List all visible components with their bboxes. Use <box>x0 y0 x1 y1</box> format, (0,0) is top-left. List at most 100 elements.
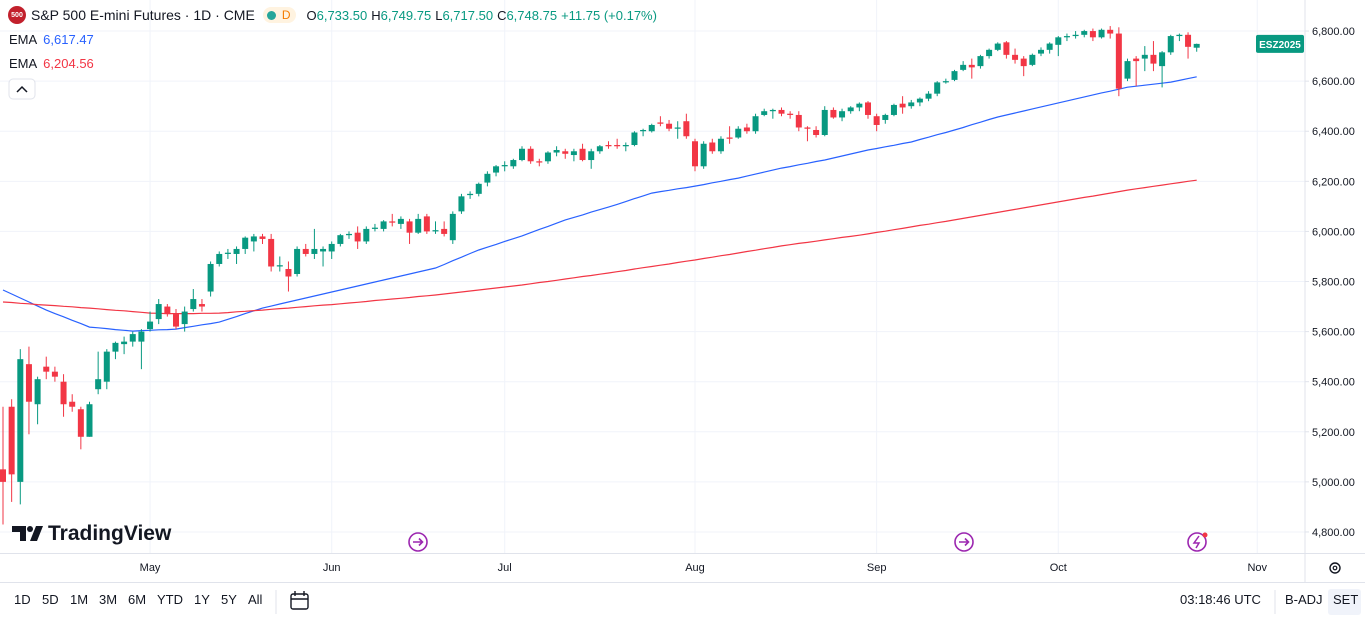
candle-body <box>155 304 162 320</box>
candle-body <box>1185 34 1192 47</box>
candle-body <box>666 123 673 129</box>
candle-body <box>752 116 759 132</box>
candle-body <box>648 124 655 132</box>
ohlc-readout: O6,733.50 H6,749.75 L6,717.50 C6,748.75 <box>306 7 561 23</box>
candle-body <box>147 321 154 330</box>
candle-body <box>934 82 941 94</box>
candle-body <box>882 114 889 120</box>
candle-body <box>1124 61 1131 79</box>
ema-line <box>2 76 1197 332</box>
legend-entry[interactable]: EMA 6,204.56 <box>9 56 94 71</box>
candle-body <box>467 193 474 196</box>
candle-body <box>544 152 551 162</box>
range-button[interactable]: 1D <box>14 592 31 607</box>
event-icon[interactable] <box>954 532 974 552</box>
ohlc-item: H6,749.75 <box>371 8 431 23</box>
y-tick-label: 5,800.00 <box>1312 277 1355 289</box>
candle-body <box>441 228 448 234</box>
y-tick-label: 4,800.00 <box>1312 527 1355 539</box>
candle-body <box>631 132 638 146</box>
logo-text: TradingView <box>48 522 172 545</box>
candle-body <box>873 116 880 125</box>
y-tick-label: 5,200.00 <box>1312 427 1355 439</box>
candle-body <box>406 221 413 233</box>
candle-body <box>519 148 525 161</box>
candle-body <box>510 160 517 167</box>
candle-body <box>1193 43 1200 48</box>
candle-body <box>890 104 897 115</box>
chevron-icon <box>16 85 28 93</box>
candle-body <box>1055 37 1062 45</box>
range-button[interactable]: 1M <box>70 592 89 607</box>
candle-body <box>380 221 387 229</box>
earnings-icon[interactable] <box>1187 532 1208 552</box>
candle-body <box>34 379 41 405</box>
candle-body <box>942 81 949 83</box>
candle-body <box>95 379 102 390</box>
session-button[interactable]: SET <box>1333 592 1359 607</box>
candle-body <box>103 351 110 382</box>
range-button[interactable]: 5D <box>42 592 59 607</box>
axes: 4,800.00 5,000.00 5,200.00 5,400.00 5,600.00… <box>140 26 1355 574</box>
candle-body <box>1081 31 1088 35</box>
date-range-icon[interactable] <box>290 591 309 610</box>
candle-body <box>0 469 6 482</box>
y-tick-label: 5,000.00 <box>1312 477 1355 489</box>
legend-entry[interactable]: EMA 6,617.47 <box>9 32 94 47</box>
candle-body <box>25 364 32 402</box>
candle-body <box>60 381 67 405</box>
clock: 03:18:46 UTC <box>1180 592 1261 607</box>
candle-body <box>475 183 482 194</box>
candle-body <box>164 306 171 315</box>
event-icon[interactable] <box>408 532 428 552</box>
candle-body <box>216 253 223 264</box>
range-button[interactable]: All <box>248 592 263 607</box>
candle-body <box>821 109 828 135</box>
candle-body <box>302 248 309 254</box>
candle-body <box>899 103 906 108</box>
candle-body <box>960 64 967 70</box>
ohlc-label: C <box>497 8 507 23</box>
range-button[interactable]: YTD <box>157 592 183 607</box>
adjust-button[interactable]: B-ADJ <box>1285 592 1323 607</box>
candle-body <box>250 236 257 242</box>
settings-icon[interactable] <box>1329 562 1341 574</box>
candle-body <box>276 265 283 267</box>
status-badge: D <box>262 7 297 23</box>
candle-body <box>830 109 837 118</box>
candle-body <box>1063 36 1070 38</box>
candle-body <box>501 165 508 167</box>
symbol-title[interactable]: S&P 500 E-mini Futures · 1D · CME <box>31 7 255 23</box>
candle-body <box>761 111 768 115</box>
candle-body <box>432 230 439 232</box>
candle-body <box>1038 49 1044 54</box>
candle-body <box>657 122 664 124</box>
x-tick-label: Jun <box>323 562 341 574</box>
candle-body <box>951 71 958 80</box>
candle-body <box>259 236 266 239</box>
candle-body <box>562 151 569 154</box>
range-button[interactable]: 3M <box>99 592 118 607</box>
legend-name: EMA <box>9 32 38 47</box>
candle-body <box>977 56 984 67</box>
grid <box>0 0 1305 553</box>
candle-body <box>553 150 560 153</box>
candle-body <box>692 141 698 167</box>
collapse-button[interactable] <box>8 78 36 100</box>
candle-body <box>908 102 915 107</box>
change: +11.75 (+0.17%) <box>561 7 657 23</box>
y-tick-label: 6,000.00 <box>1312 226 1355 238</box>
candle-body <box>1046 43 1053 50</box>
candle-body <box>389 221 396 223</box>
candle-body <box>787 113 794 115</box>
candle-body <box>596 146 603 152</box>
candle-body <box>484 173 491 183</box>
range-button[interactable]: 5Y <box>221 592 237 607</box>
candle-body <box>588 151 595 161</box>
range-button[interactable]: 1Y <box>194 592 210 607</box>
candle-body <box>1159 52 1166 67</box>
y-tick-label: 6,600.00 <box>1312 76 1355 88</box>
range-button[interactable]: 6M <box>128 592 147 607</box>
